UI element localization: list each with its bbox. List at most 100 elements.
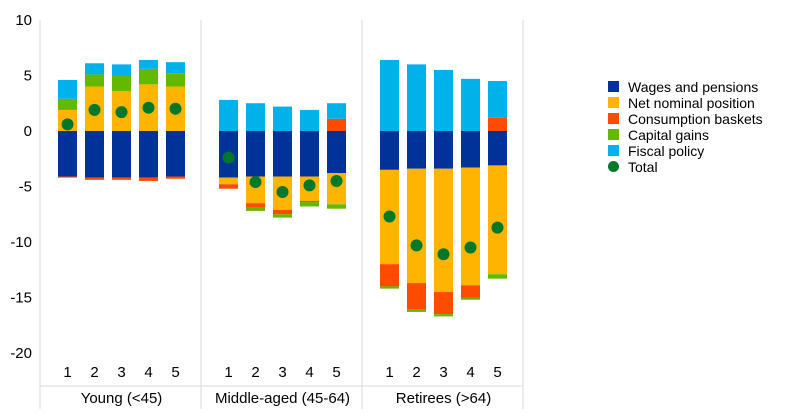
total-marker	[303, 179, 316, 192]
bar-segment	[58, 131, 77, 177]
legend-swatch	[608, 145, 619, 156]
legend-swatch	[608, 129, 619, 140]
bar-segment	[434, 131, 453, 169]
bar-segment	[461, 167, 480, 286]
category-label: 5	[171, 364, 179, 381]
legend-label: Wages and pensions	[628, 79, 758, 95]
total-marker	[410, 239, 423, 252]
y-tick-label: -5	[19, 179, 32, 196]
y-tick-label: -10	[10, 234, 32, 251]
bar-segment	[327, 204, 346, 209]
bar-segment	[112, 64, 131, 76]
y-tick-label: -20	[10, 345, 32, 362]
category-label: 4	[305, 364, 313, 381]
bar-segment	[327, 118, 346, 131]
bar-segment	[407, 131, 426, 169]
total-marker	[330, 174, 343, 187]
bar-segment	[434, 69, 453, 131]
total-marker	[276, 186, 289, 199]
bar-segment	[380, 264, 399, 287]
bar-segment	[488, 131, 507, 166]
bar-segment	[58, 176, 77, 178]
legend-label: Total	[628, 159, 658, 175]
legend-swatch	[608, 97, 619, 108]
category-label: 1	[224, 364, 232, 381]
bar-segment	[407, 168, 426, 284]
legend-label: Net nominal position	[628, 95, 755, 111]
bar-segment	[139, 68, 158, 85]
bar-segment	[139, 59, 158, 69]
bar-segment	[166, 73, 185, 87]
y-tick-label: -15	[10, 290, 32, 307]
bar-segment	[85, 131, 104, 178]
bar-segment	[434, 291, 453, 315]
bar-segment	[488, 165, 507, 275]
bar-segment	[139, 131, 158, 178]
category-label: 2	[412, 364, 420, 381]
bar-segment	[434, 314, 453, 317]
bar-segment	[300, 202, 319, 207]
legend-label: Fiscal policy	[628, 143, 704, 159]
bar-segment	[273, 209, 292, 215]
bar-segment	[58, 98, 77, 110]
group-label: Middle-aged (45-64)	[215, 390, 350, 407]
category-label: 4	[144, 364, 152, 381]
bar-segment	[407, 283, 426, 310]
y-tick-label: 10	[15, 12, 32, 29]
bar-segment	[380, 131, 399, 170]
bar-segment	[166, 131, 185, 177]
bar-segment	[434, 168, 453, 292]
bar-segment	[300, 109, 319, 131]
bar-segment	[461, 78, 480, 131]
bar-segment	[300, 200, 319, 203]
bar-segment	[327, 103, 346, 119]
legend-marker	[608, 161, 619, 172]
total-marker	[464, 241, 477, 254]
category-label: 1	[63, 364, 71, 381]
total-marker	[61, 118, 74, 131]
bar-segment	[246, 131, 265, 177]
bar-segment	[219, 99, 238, 131]
total-marker	[169, 102, 182, 115]
bar-segment	[246, 207, 265, 211]
bar-segment	[461, 297, 480, 300]
legend-swatch	[608, 81, 619, 92]
bar-segment	[85, 177, 104, 180]
bar-segment	[273, 131, 292, 177]
category-label: 2	[251, 364, 259, 381]
bar-segment	[166, 62, 185, 74]
bar-segment	[407, 64, 426, 131]
bar-segment	[461, 285, 480, 298]
bar-segment	[112, 131, 131, 178]
bar-segment	[112, 177, 131, 180]
bar-segment	[273, 106, 292, 131]
group-label: Young (<45)	[81, 390, 163, 407]
category-label: 5	[332, 364, 340, 381]
category-label: 2	[90, 364, 98, 381]
bar-segment	[246, 203, 265, 208]
category-label: 3	[278, 364, 286, 381]
total-marker	[437, 248, 450, 261]
legend-swatch	[608, 113, 619, 124]
total-marker	[115, 106, 128, 119]
bar-segment	[407, 309, 426, 312]
bar-segment	[273, 214, 292, 218]
total-marker	[88, 103, 101, 116]
total-marker	[249, 176, 262, 189]
bar-segment	[461, 131, 480, 168]
bar-segment	[166, 176, 185, 179]
bar-segment	[112, 75, 131, 92]
bar-segment	[219, 177, 238, 185]
bar-segment	[488, 117, 507, 131]
y-tick-label: 0	[24, 123, 32, 140]
bar-segment	[380, 59, 399, 131]
bar-segment	[327, 131, 346, 174]
bar-segment	[85, 74, 104, 87]
bar-segment	[488, 274, 507, 279]
y-tick-label: 5	[24, 68, 32, 85]
bar-segment	[300, 131, 319, 177]
group-label: Retirees (>64)	[396, 390, 491, 407]
bar-segment	[246, 103, 265, 131]
